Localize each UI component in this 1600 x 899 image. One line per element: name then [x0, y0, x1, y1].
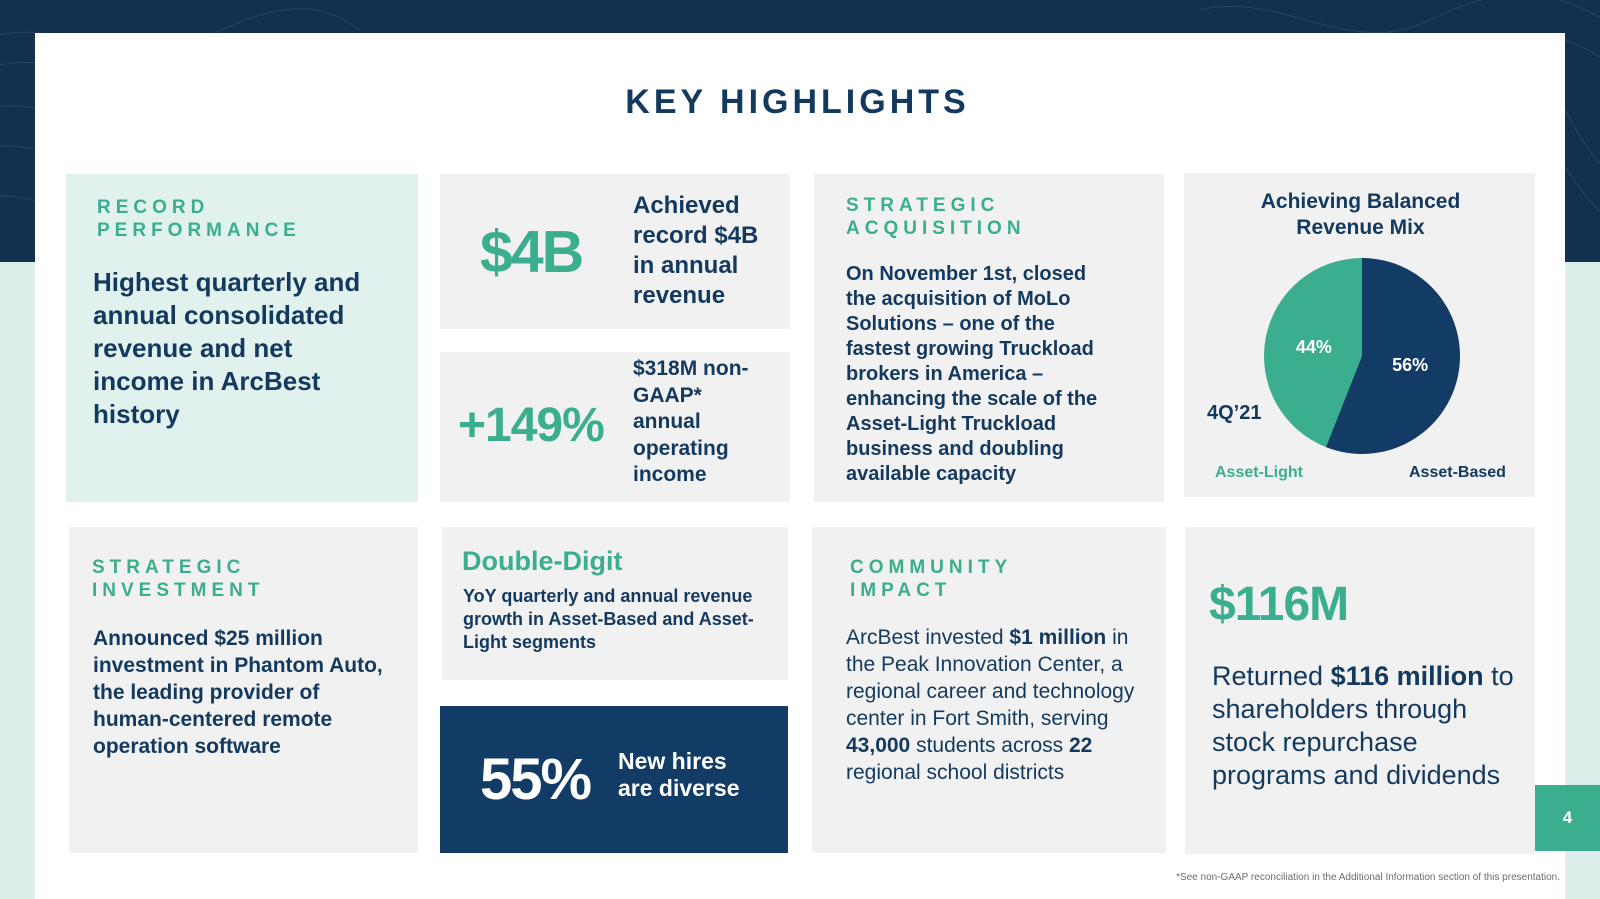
revenue-mix-period: 4Q’21 — [1207, 402, 1262, 424]
revenue-mix-card: Achieving Balanced Revenue Mix 4Q’21 44%… — [1184, 173, 1535, 497]
strategic-acquisition-eyebrow: STRATEGIC ACQUISITION — [846, 195, 1026, 239]
legend-asset-light: Asset-Light — [1215, 464, 1303, 481]
footnote: *See non-GAAP reconciliation in the Addi… — [1176, 872, 1560, 883]
double-digit-text: YoY quarterly and annual revenue growth … — [463, 586, 754, 652]
record-performance-card: RECORD PERFORMANCE Highest quarterly and… — [66, 174, 418, 502]
revenue-mix-pie-chart: 44% 56% — [1264, 258, 1460, 455]
community-impact-eyebrow: COMMUNITY IMPACT — [850, 557, 1013, 601]
operating-income-text: $318M non-GAAP* annual operating income — [633, 357, 749, 486]
pie-label-asset-based: 56% — [1392, 355, 1428, 375]
operating-income-value: +149% — [458, 399, 605, 452]
shareholder-returns-text: Returned $116 million to shareholders th… — [1212, 661, 1514, 790]
shareholder-returns-card: $116M Returned $116 million to sharehold… — [1185, 527, 1535, 854]
revenue-value: $4B — [480, 219, 584, 285]
diverse-hires-text: New hires are diverse — [618, 748, 740, 801]
double-digit-heading: Double-Digit — [462, 546, 623, 576]
pie-slice-asset-light — [1264, 258, 1362, 448]
operating-income-card: +149% $318M non-GAAP* annual operating i… — [440, 352, 790, 502]
double-digit-card: Double-Digit YoY quarterly and annual re… — [442, 527, 788, 680]
record-performance-text: Highest quarterly and annual consolidate… — [93, 267, 361, 429]
record-performance-eyebrow: RECORD PERFORMANCE — [97, 197, 301, 241]
community-impact-card: COMMUNITY IMPACT ArcBest invested $1 mil… — [812, 527, 1166, 853]
diverse-hires-card: 55% New hires are diverse — [440, 706, 788, 853]
page-number: 4 — [1535, 785, 1600, 851]
revenue-text: Achieved record $4B in annual revenue — [633, 192, 759, 309]
strategic-investment-text: Announced $25 million investment in Phan… — [93, 627, 383, 758]
strategic-investment-eyebrow: STRATEGIC INVESTMENT — [92, 557, 265, 601]
strategic-investment-card: STRATEGIC INVESTMENT Announced $25 milli… — [69, 527, 418, 853]
pie-label-asset-light: 44% — [1296, 337, 1332, 357]
revenue-card: $4B Achieved record $4B in annual revenu… — [440, 174, 790, 329]
strategic-acquisition-text: On November 1st, closed the acquisition … — [846, 263, 1098, 485]
strategic-acquisition-card: STRATEGIC ACQUISITION On November 1st, c… — [814, 174, 1164, 502]
page-title: KEY HIGHLIGHTS — [625, 83, 970, 121]
shareholder-returns-value: $116M — [1209, 578, 1349, 631]
legend-asset-based: Asset-Based — [1409, 464, 1506, 481]
community-impact-text: ArcBest invested $1 million in the Peak … — [846, 626, 1135, 784]
diverse-hires-value: 55% — [480, 747, 592, 812]
pie-slice-asset-based — [1325, 258, 1460, 455]
revenue-mix-title: Achieving Balanced Revenue Mix — [1260, 190, 1461, 239]
